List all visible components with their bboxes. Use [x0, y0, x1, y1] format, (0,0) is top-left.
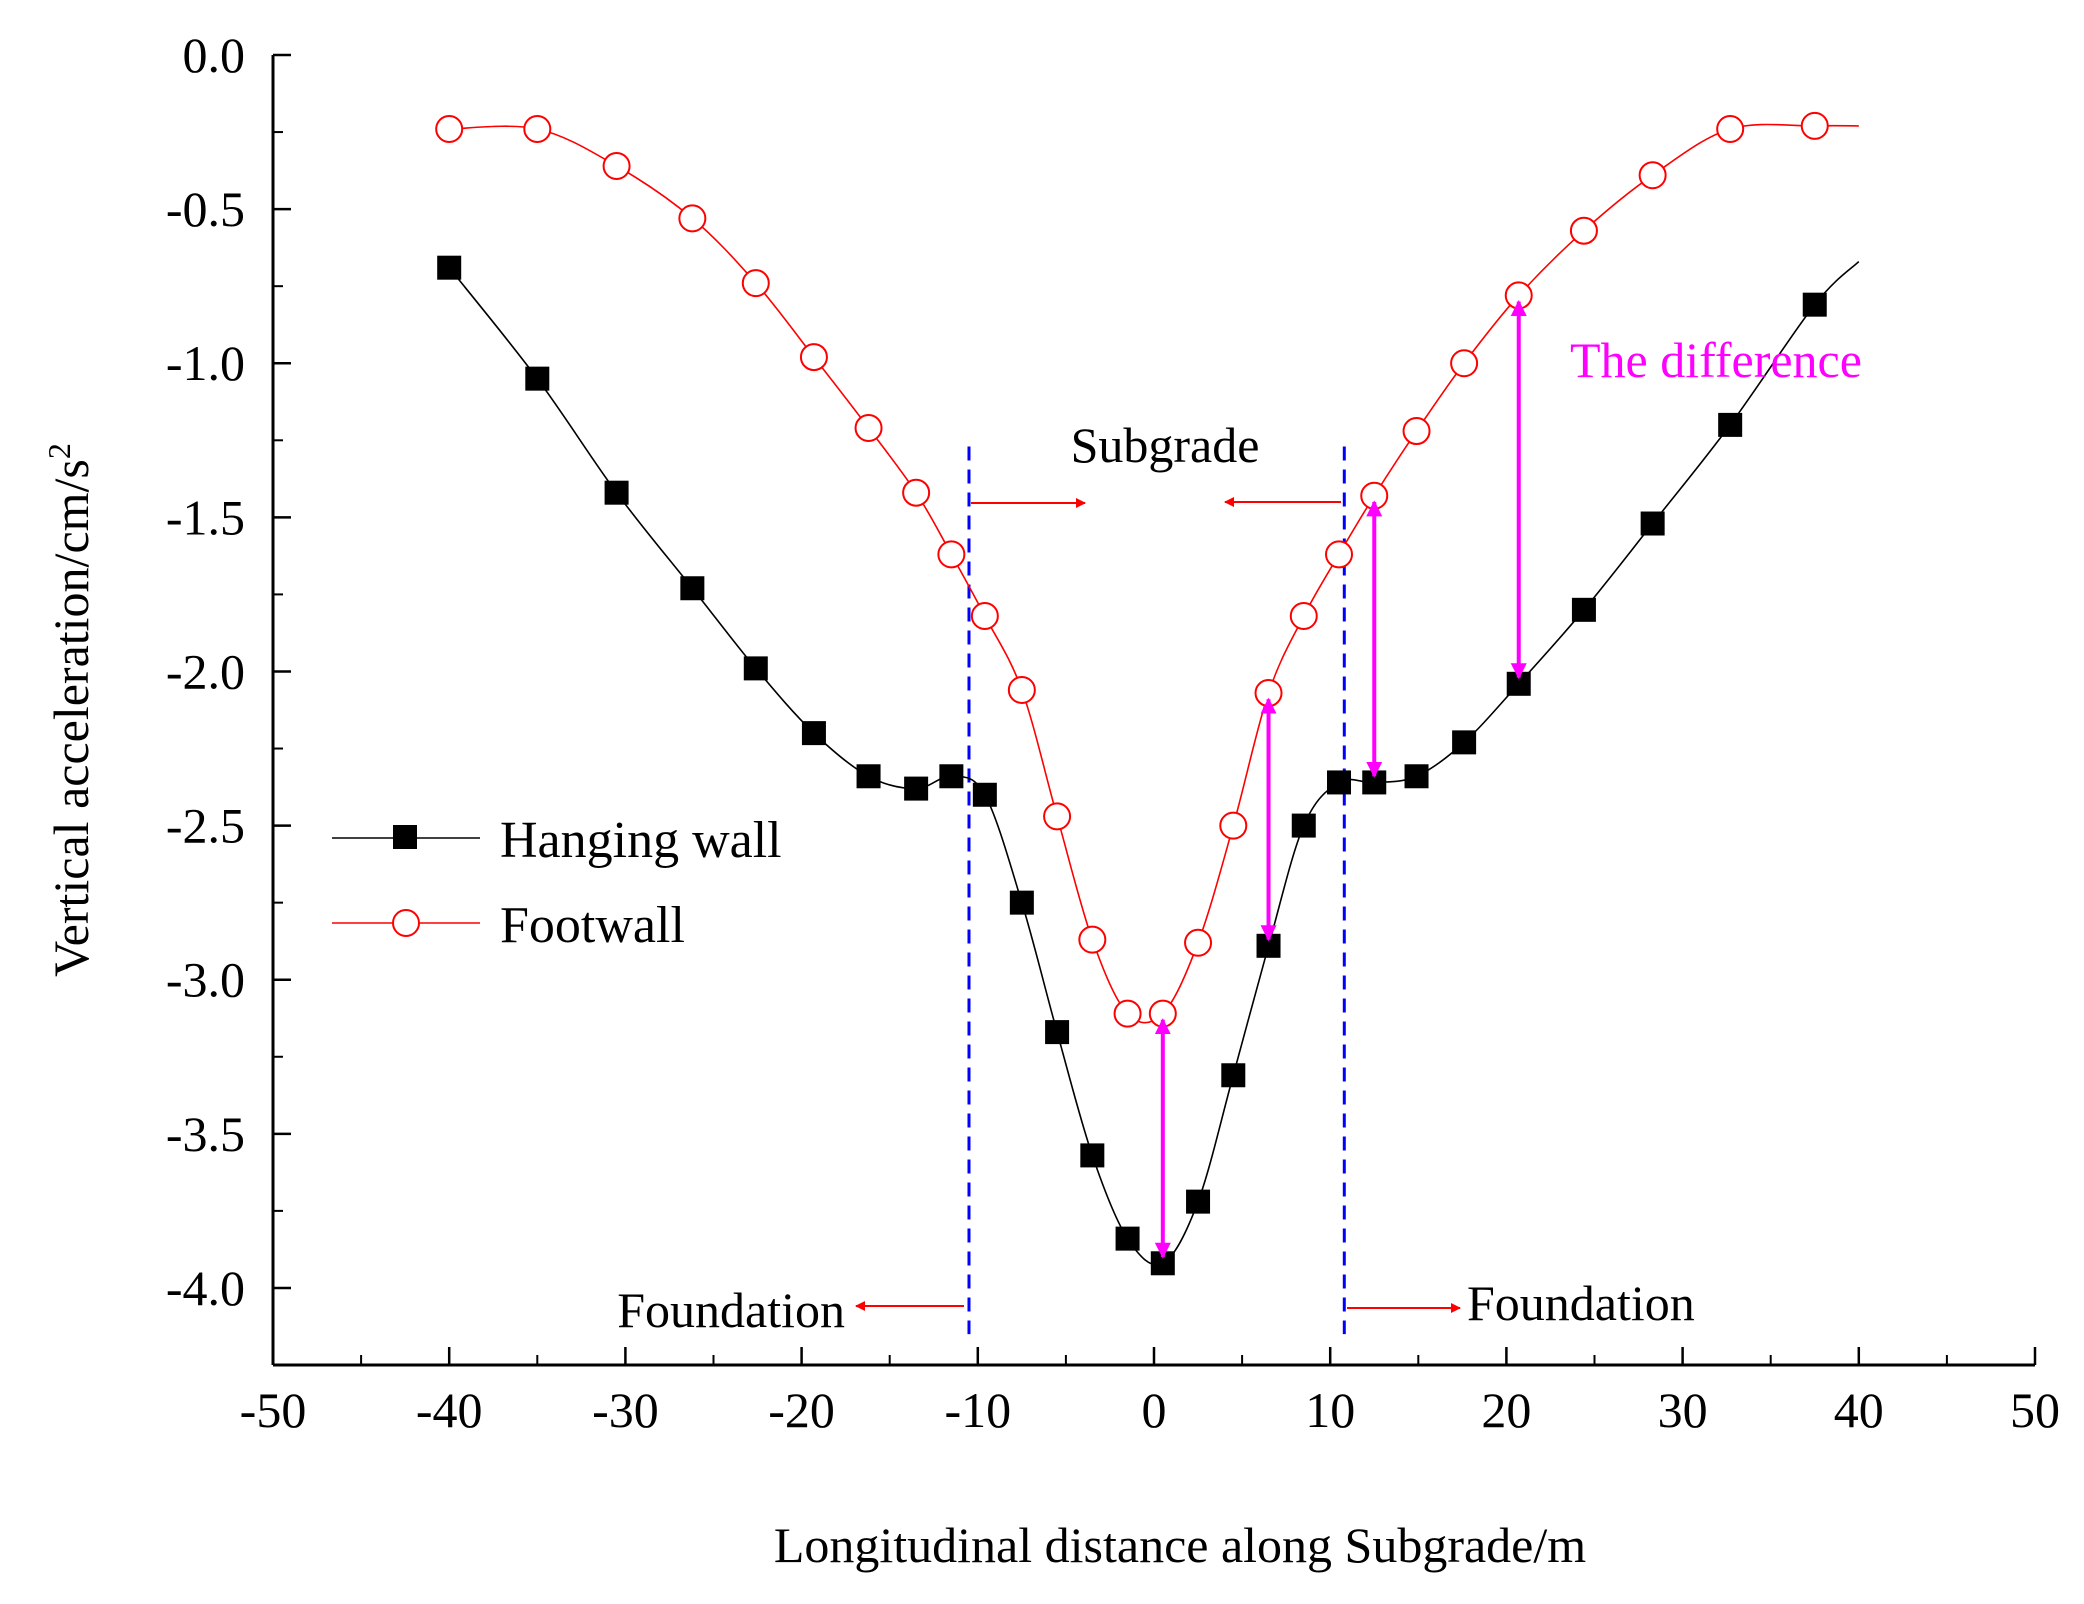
series-line	[449, 123, 1859, 1024]
data-point	[678, 204, 707, 233]
data-point	[904, 776, 929, 801]
data-point	[523, 114, 552, 143]
data-point	[1404, 764, 1429, 789]
data-point	[743, 656, 768, 681]
data-point	[1802, 292, 1827, 317]
data-point	[1009, 890, 1034, 915]
legend-marker-footwall	[392, 909, 420, 937]
y-tick-label: 0.0	[183, 27, 246, 83]
y-axis-title-main: Vertical acceleration/cm/s	[43, 459, 99, 977]
x-tick-label: -40	[416, 1382, 483, 1438]
data-point	[437, 255, 462, 280]
data-point	[1638, 161, 1667, 190]
data-point	[939, 764, 964, 789]
data-point	[972, 782, 997, 807]
y-tick-label: -2.5	[166, 798, 245, 854]
x-axis-title: Longitudinal distance along Subgrade/m	[774, 1517, 1586, 1573]
data-point	[799, 343, 828, 372]
data-point	[854, 413, 883, 442]
data-point	[902, 478, 931, 507]
data-point	[970, 601, 999, 630]
legend-label-hanging-wall: Hanging wall	[500, 812, 782, 869]
x-tick-label: 0	[1142, 1382, 1167, 1438]
series-footwall	[435, 111, 1859, 1028]
data-point	[1219, 811, 1248, 840]
data-point	[435, 114, 464, 143]
y-axis-title: Vertical acceleration/cm/s2	[41, 443, 99, 977]
y-tick-label: -3.5	[166, 1106, 245, 1162]
data-point	[1640, 511, 1665, 536]
data-point	[1571, 597, 1596, 622]
foundation-label-right: Foundation	[1467, 1275, 1695, 1331]
series-line	[448, 260, 1860, 1266]
foundation-label-left: Foundation	[617, 1282, 845, 1338]
axis-ticks: -50 -40 -30 -20 -10 0 10 20 30 40 50 0.0 -0.5 -1.0 -1.…	[166, 27, 2060, 1438]
data-point	[1569, 216, 1598, 245]
legend-label-footwall: Footwall	[500, 897, 685, 954]
data-point	[1291, 813, 1316, 838]
data-point	[1327, 770, 1352, 795]
data-point	[1452, 730, 1477, 755]
y-tick-label: -4.0	[166, 1260, 245, 1316]
y-tick-label: -1.5	[166, 489, 245, 545]
data-point	[1325, 540, 1354, 569]
data-point	[741, 269, 770, 298]
annotations: Subgrade Foundation Foundation The diffe…	[617, 332, 1862, 1338]
x-tick-label: 50	[2010, 1382, 2060, 1438]
data-point	[1078, 925, 1107, 954]
x-tick-label: 10	[1305, 1382, 1355, 1438]
data-point	[856, 764, 881, 789]
data-point	[1221, 1063, 1246, 1088]
difference-label: The difference	[1570, 332, 1862, 388]
data-point	[1450, 349, 1479, 378]
data-series	[435, 111, 1860, 1276]
data-point	[680, 576, 705, 601]
x-tick-label: 20	[1481, 1382, 1531, 1438]
data-point	[801, 721, 826, 746]
data-point	[1800, 111, 1829, 140]
data-point	[1718, 412, 1743, 437]
y-tick-label: -0.5	[166, 181, 245, 237]
data-point	[604, 480, 629, 505]
x-tick-label: 30	[1658, 1382, 1708, 1438]
subgrade-label: Subgrade	[1071, 417, 1260, 473]
plot-area	[271, 55, 2035, 1367]
data-point	[1080, 1143, 1105, 1168]
y-tick-label: -1.0	[166, 335, 245, 391]
data-point	[1186, 1189, 1211, 1214]
data-point	[1007, 675, 1036, 704]
legend-marker-hanging-wall	[393, 825, 417, 849]
data-point	[1716, 114, 1745, 143]
data-point	[525, 366, 550, 391]
x-tick-label: 40	[1834, 1382, 1884, 1438]
data-point	[1113, 999, 1142, 1028]
data-point	[1184, 928, 1213, 957]
data-point	[1115, 1226, 1140, 1251]
y-tick-label: -2.0	[166, 643, 245, 699]
data-point	[1289, 601, 1318, 630]
legend: Hanging wall Footwall	[332, 812, 782, 954]
data-point	[602, 151, 631, 180]
subgrade-boundaries	[967, 446, 1346, 1335]
difference-arrows	[1154, 299, 1527, 1259]
series-hanging-wall	[437, 255, 1860, 1276]
y-tick-label: -3.0	[166, 952, 245, 1008]
x-tick-label: -20	[768, 1382, 835, 1438]
x-tick-label: -10	[944, 1382, 1011, 1438]
data-point	[1402, 417, 1431, 446]
data-point	[1045, 1020, 1070, 1045]
data-point	[937, 540, 966, 569]
y-axis-title-superscript: 2	[41, 443, 77, 459]
x-tick-label: -30	[592, 1382, 659, 1438]
x-tick-label: -50	[240, 1382, 307, 1438]
data-point	[1043, 802, 1072, 831]
